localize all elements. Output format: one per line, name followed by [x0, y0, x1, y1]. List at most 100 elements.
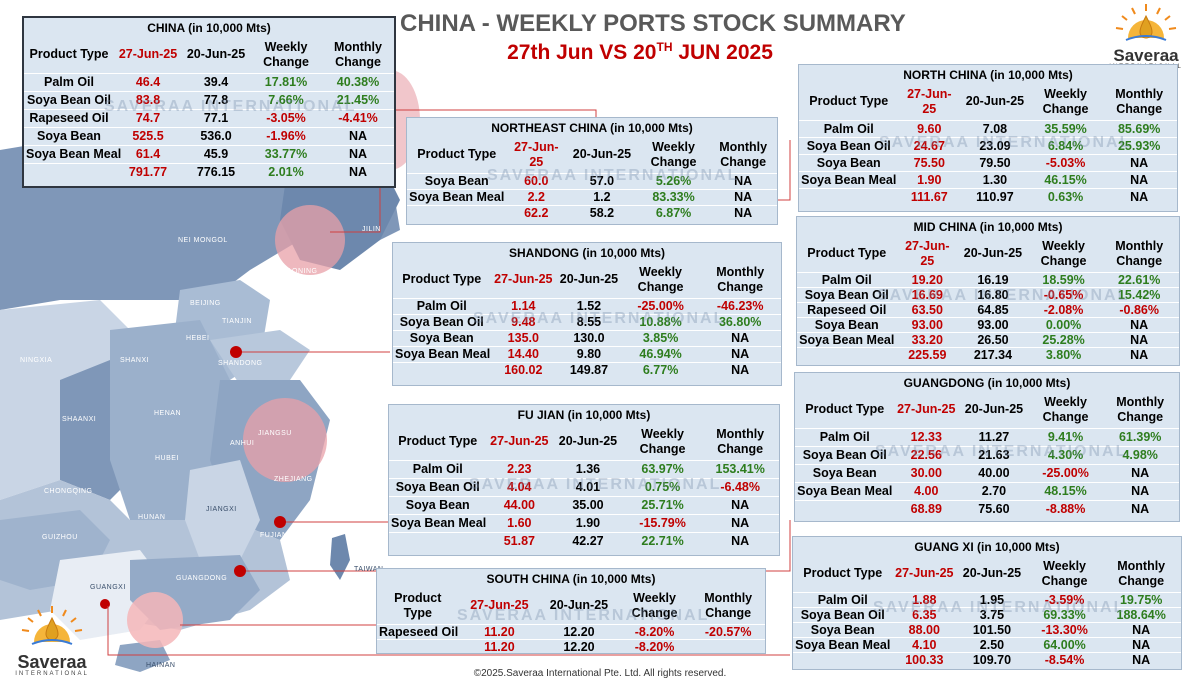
column-header: Product Type [799, 84, 899, 121]
value-cell: 11.27 [958, 428, 1030, 447]
value-cell: 46.4 [114, 73, 182, 92]
value-cell: 1.36 [552, 460, 624, 479]
total-value-cell: 51.87 [503, 534, 535, 549]
value-cell: 4.30% [1029, 446, 1102, 465]
value-cell: 60.0 [506, 173, 567, 190]
column-header: 27-Jun-25 [894, 392, 959, 429]
table-row: Soya Bean 135.0 130.0 3.85% NA [393, 330, 781, 347]
port-marker-shandong [230, 346, 242, 358]
table-total-row: 68.89 75.60 -8.88% NA [795, 500, 1179, 518]
value-cell: -2.08% [1027, 302, 1100, 318]
connector-guangxi [107, 606, 790, 656]
table-row: Rapeseed Oil 11.20 12.20 -8.20% -20.57% [377, 624, 765, 640]
column-header: 20-Jun-25 [552, 424, 624, 461]
table-row: Palm Oil 1.88 1.95 -3.59% 19.75% [793, 592, 1181, 608]
total-label-cell [377, 639, 459, 654]
column-header: 20-Jun-25 [958, 392, 1030, 429]
column-header: 27-Jun-25 [114, 37, 182, 74]
stock-table: Product Type 27-Jun-25 20-Jun-25 Weekly Cha… [799, 84, 1177, 205]
total-value-cell: 75.60 [978, 502, 1010, 517]
table-title: GUANG XI (in 10,000 Mts) [914, 540, 1060, 554]
value-cell: 1.14 [490, 298, 557, 315]
value-cell: 61.4 [114, 145, 182, 164]
value-cell: 2.50 [956, 637, 1028, 653]
table-south: SOUTH CHINA (in 10,000 Mts) Product Type 2… [376, 568, 766, 654]
column-header: Monthly Change [691, 588, 765, 625]
column-header: Product Type [795, 392, 895, 429]
column-header: Monthly Change [709, 137, 777, 174]
product-name-cell: Soya Bean Meal [795, 482, 895, 501]
value-cell: 6.35 [892, 607, 957, 623]
column-header: 27-Jun-25 [506, 137, 567, 174]
table-row: Soya Bean Meal 33.20 26.50 25.28% NA [797, 332, 1179, 348]
table-total-row: 225.59 217.34 3.80% NA [797, 347, 1179, 362]
product-name-cell: Palm Oil [389, 460, 487, 479]
table-shandong: SHANDONG (in 10,000 Mts) Product Type 27-J… [392, 242, 782, 386]
column-header: Monthly Change [699, 262, 781, 299]
value-cell: 77.8 [182, 91, 250, 110]
product-name-cell: Soya Bean [799, 154, 899, 172]
column-header: Monthly Change [701, 424, 779, 461]
copyright-footer: ©2025.Saveraa International Pte. Ltd. Al… [473, 668, 727, 679]
value-cell: 16.80 [958, 287, 1028, 303]
table-row: Soya Bean Meal 1.90 1.30 46.15% NA [799, 171, 1177, 189]
value-cell: 74.7 [114, 109, 182, 128]
total-value-cell: 3.80% [1045, 347, 1082, 362]
value-cell: NA [699, 330, 781, 347]
product-name-cell: Soya Bean [389, 496, 487, 515]
table-row: Soya Bean 30.00 40.00 -25.00% NA [795, 464, 1179, 483]
column-header: Product Type [393, 262, 491, 299]
product-name-cell: Soya Bean Oil [797, 287, 897, 303]
value-cell: 3.75 [956, 607, 1028, 623]
map-label-shandong: SHANDONG [218, 360, 263, 367]
column-header: 20-Jun-25 [956, 556, 1028, 593]
column-header: Product Type [377, 588, 459, 625]
value-cell: NA [1099, 317, 1179, 333]
table-total-row: 62.2 58.2 6.87% NA [407, 205, 777, 221]
value-cell: 1.90 [898, 171, 961, 189]
value-cell: 35.59% [1029, 120, 1102, 138]
total-value-cell: 217.34 [973, 347, 1013, 362]
product-name-cell: Palm Oil [393, 298, 491, 315]
total-value-cell: 12.20 [563, 639, 595, 654]
map-label-guangxi: GUANGXI [90, 584, 126, 591]
value-cell: 0.00% [1027, 317, 1100, 333]
table-row: Soya Bean Meal 2.2 1.2 83.33% NA [407, 189, 777, 206]
value-cell: -25.00% [621, 298, 700, 315]
table-header-row: Product Type 27-Jun-25 20-Jun-25 Weekly Cha… [393, 262, 781, 299]
total-value-cell: 42.27 [572, 534, 604, 549]
map-label-shanghai: SHANGHAI [336, 440, 377, 447]
product-name-cell: Rapeseed Oil [377, 624, 459, 640]
column-header: 27-Jun-25 [458, 588, 541, 625]
column-header: 27-Jun-25 [490, 262, 557, 299]
total-value-cell: 160.02 [504, 363, 543, 378]
value-cell: 61.39% [1101, 428, 1179, 447]
column-header: 27-Jun-25 [898, 84, 961, 121]
table-row: Soya Bean 44.00 35.00 25.71% NA [389, 496, 779, 515]
table-guangdong: GUANGDONG (in 10,000 Mts) Product Type 27-… [794, 372, 1180, 522]
sun-logo-icon [1115, 4, 1177, 41]
total-label-cell [407, 205, 506, 221]
column-header: 20-Jun-25 [182, 37, 250, 74]
table-row: Soya Bean Oil 24.67 23.09 6.84% 25.93% [799, 137, 1177, 155]
port-marker-guangdong [234, 565, 246, 577]
value-cell: 22.61% [1099, 272, 1179, 288]
table-total-row: 51.87 42.27 22.71% NA [389, 532, 779, 550]
table-row: Rapeseed Oil 74.7 77.1 -3.05% -4.41% [24, 109, 394, 128]
product-name-cell: Soya Bean [24, 127, 114, 146]
column-header: 20-Jun-25 [958, 236, 1028, 273]
value-cell: -3.59% [1027, 592, 1102, 608]
total-label-cell [393, 362, 490, 378]
column-header: 27-Jun-25 [892, 556, 957, 593]
column-header: Weekly Change [1027, 556, 1102, 593]
value-cell: NA [1101, 482, 1179, 501]
stock-table: Product Type 27-Jun-25 20-Jun-25 Weekly Cha… [407, 137, 777, 221]
column-header: 20-Jun-25 [960, 84, 1030, 121]
column-header: Monthly Change [1099, 236, 1179, 273]
table-title: SOUTH CHINA (in 10,000 Mts) [486, 572, 656, 586]
map-region-jiangxi [185, 460, 260, 560]
table-northeast: NORTHEAST CHINA (in 10,000 Mts) Product T… [406, 117, 778, 225]
value-cell: 21.63 [958, 446, 1030, 465]
map-label-beijing: BEIJING [190, 300, 221, 307]
sun-logo-icon-bottom [21, 606, 83, 645]
